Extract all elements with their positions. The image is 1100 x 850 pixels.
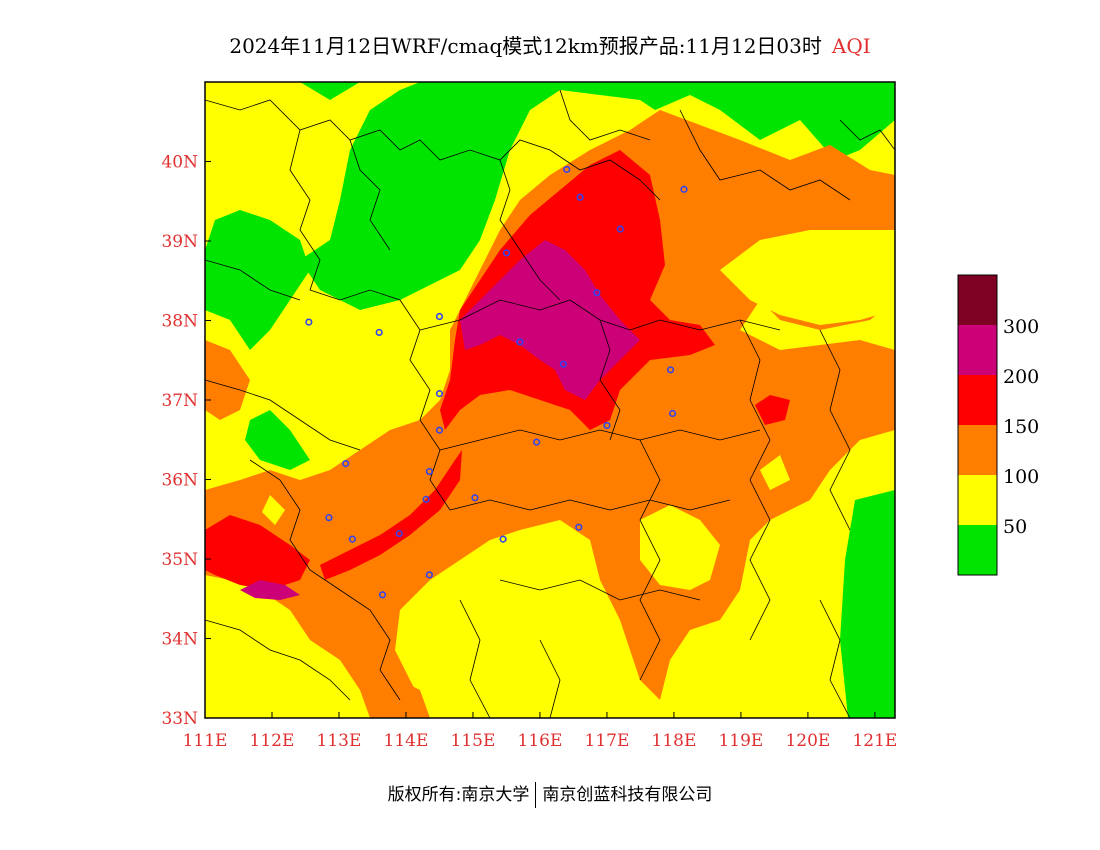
aqi-band-0-50 xyxy=(205,82,895,718)
city-marker xyxy=(680,185,688,193)
footer-separator xyxy=(535,782,537,808)
city-marker xyxy=(425,467,434,476)
aqi-band-50-100-inner xyxy=(262,230,895,640)
city-marker xyxy=(471,494,479,502)
city-marker xyxy=(502,249,511,257)
lon-tick-label: 116E xyxy=(518,731,563,751)
colorbar-segment-200-300 xyxy=(958,325,997,375)
lat-tick-label: 37N xyxy=(161,391,198,411)
city-marker xyxy=(435,426,444,434)
city-markers xyxy=(305,165,688,599)
legend-tick: 50 xyxy=(1003,516,1027,538)
city-marker xyxy=(559,360,567,368)
lon-tick-label: 113E xyxy=(317,731,362,751)
admin-boundaries xyxy=(205,89,895,718)
lon-axis: 111E 112E 113E 114E 115E 116E 117E 118E 119E 120E… xyxy=(183,712,897,751)
legend-tick: 100 xyxy=(1003,466,1039,488)
colorbar-segment-100-150 xyxy=(958,425,997,475)
city-marker xyxy=(533,438,541,446)
city-marker xyxy=(342,460,350,468)
city-marker xyxy=(395,529,403,538)
lat-tick-label: 38N xyxy=(161,312,198,332)
aqi-band-100-150 xyxy=(205,110,895,718)
city-marker xyxy=(575,523,583,531)
aqi-field xyxy=(205,82,895,718)
lat-tick-label: 35N xyxy=(161,550,198,570)
city-marker xyxy=(516,338,524,346)
title-variable: AQI xyxy=(831,34,871,58)
title-main: 2024年11月12日WRF/cmaq模式12km预报产品:11月12日03时 xyxy=(229,34,822,58)
city-marker xyxy=(666,366,675,374)
city-marker xyxy=(305,318,313,326)
lon-tick-label: 117E xyxy=(585,731,630,751)
lat-axis: 33N 34N 35N 36N 37N 38N 39N 40N xyxy=(161,153,211,729)
city-marker xyxy=(576,193,584,201)
lon-tick-label: 119E xyxy=(718,731,763,751)
city-marker xyxy=(375,328,383,337)
lat-tick-label: 39N xyxy=(161,232,198,252)
copyright-left: 版权所有:南京大学 xyxy=(387,785,530,805)
lon-tick-label: 115E xyxy=(451,731,496,751)
city-marker xyxy=(348,535,356,543)
colorbar-segment-50-100 xyxy=(958,475,997,525)
lon-tick-label: 118E xyxy=(652,731,697,751)
lon-tick-label: 120E xyxy=(785,731,830,751)
city-marker xyxy=(435,312,444,321)
lon-tick-label: 114E xyxy=(384,731,429,751)
lon-tick-label: 121E xyxy=(852,731,897,751)
lon-tick-label: 112E xyxy=(250,731,295,751)
lat-tick-label: 36N xyxy=(161,471,198,491)
city-marker xyxy=(668,409,677,418)
city-marker xyxy=(593,289,601,297)
copyright-right: 南京创蓝科技有限公司 xyxy=(542,785,713,805)
city-marker xyxy=(425,571,434,579)
city-marker xyxy=(563,165,571,174)
copyright-footer: 版权所有:南京大学 南京创蓝科技有限公司 xyxy=(0,780,1100,808)
city-marker xyxy=(603,421,611,430)
city-marker xyxy=(325,514,333,522)
city-marker xyxy=(435,390,444,398)
map-title: 2024年11月12日WRF/cmaq模式12km预报产品:11月12日03时 A… xyxy=(0,30,1100,59)
lon-tick-label: 111E xyxy=(183,731,228,751)
legend-tick: 200 xyxy=(1003,366,1039,388)
lat-tick-label: 40N xyxy=(161,153,198,173)
lat-tick-label: 34N xyxy=(161,630,198,650)
legend-tick: 150 xyxy=(1003,416,1039,438)
city-marker xyxy=(378,591,387,599)
lat-tick-label: 33N xyxy=(161,709,198,729)
colorbar-frame xyxy=(957,274,998,576)
colorbar-segment-300-plus xyxy=(958,275,997,325)
city-marker xyxy=(499,535,507,543)
city-marker xyxy=(422,495,430,503)
colorbar: 300 200 150 100 50 xyxy=(957,274,1039,576)
city-marker xyxy=(616,225,624,233)
colorbar-segment-0-50 xyxy=(958,525,997,575)
aqi-band-200-300 xyxy=(240,240,640,600)
colorbar-segment-150-200 xyxy=(958,375,997,425)
legend-tick: 300 xyxy=(1003,316,1039,338)
